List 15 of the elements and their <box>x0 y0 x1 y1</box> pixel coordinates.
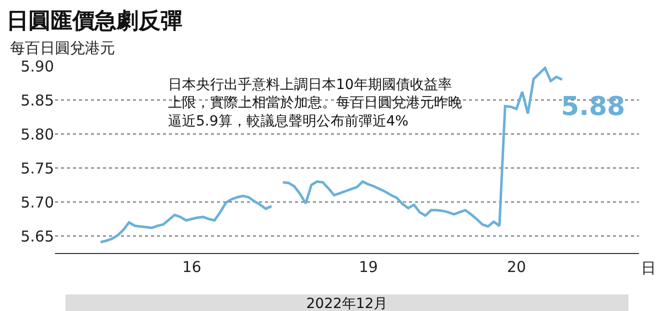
annotation: 日本央行出乎意料上調日本10年期國債收益率上限，實際上相當於加息。每百日圓兌港元昨晚逼近5.9算，較議息聲明公布前彈近4% <box>168 77 462 130</box>
x-tick-label: 19 <box>358 258 378 276</box>
y-tick-label: 5.90 <box>20 57 54 76</box>
y-tick-label: 5.70 <box>20 193 54 212</box>
text: 日 <box>641 259 656 277</box>
text: 2022年12月 <box>306 296 388 311</box>
y-axis-title: 每百日圓兌港元 <box>10 39 115 57</box>
y-tick-label: 5.75 <box>20 159 54 178</box>
annotation: 5.88 <box>561 92 626 122</box>
y-tick-label: 5.85 <box>20 91 54 110</box>
x-tick-label: 16 <box>182 258 202 276</box>
y-tick-label: 5.65 <box>20 227 54 246</box>
chart-title: 日圓匯價急劇反彈 <box>6 8 183 34</box>
x-tick-label: 20 <box>506 258 526 276</box>
y-tick-label: 5.80 <box>20 125 54 144</box>
